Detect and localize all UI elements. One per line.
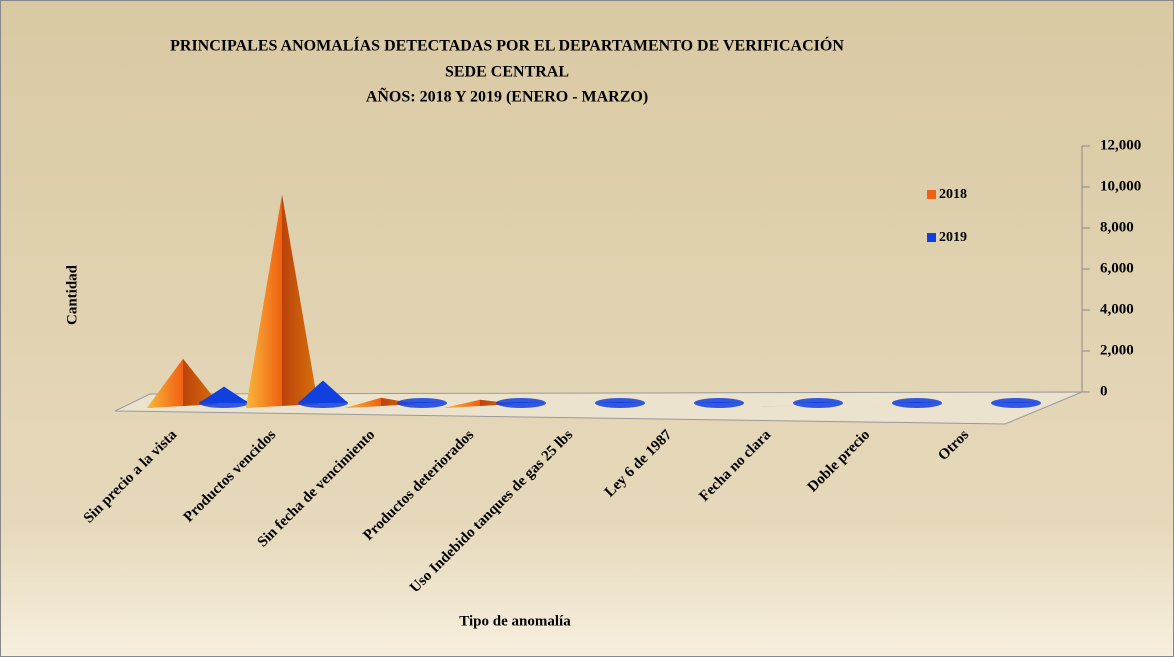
y-tick-label: 6,000 bbox=[1100, 260, 1134, 276]
legend-label: 2019 bbox=[939, 230, 967, 245]
y-axis-label: Cantidad bbox=[64, 264, 80, 325]
legend-label: 2018 bbox=[939, 187, 967, 202]
pyramid-shade bbox=[345, 397, 417, 408]
pyramid-shade bbox=[939, 404, 1011, 408]
cone bbox=[793, 401, 843, 403]
y-tick-label: 8,000 bbox=[1100, 219, 1134, 235]
pyramid-shade bbox=[840, 404, 912, 408]
chart-subtitle: AÑOS: 2018 Y 2019 (ENERO - MARZO) bbox=[366, 87, 648, 106]
cone bbox=[991, 401, 1041, 403]
cone bbox=[595, 401, 645, 403]
cone bbox=[892, 401, 942, 403]
chart-subtitle: SEDE CENTRAL bbox=[445, 64, 569, 81]
pyramid-shade bbox=[543, 404, 615, 408]
pyramid-shade bbox=[246, 194, 318, 408]
y-tick-label: 2,000 bbox=[1100, 342, 1134, 358]
pyramid-shade bbox=[147, 358, 219, 408]
cone bbox=[397, 401, 447, 403]
cone bbox=[694, 401, 744, 403]
cone bbox=[298, 380, 348, 403]
y-tick-label: 0 bbox=[1100, 383, 1108, 399]
y-tick-label: 4,000 bbox=[1100, 301, 1134, 317]
cone bbox=[496, 401, 546, 403]
y-tick-label: 12,000 bbox=[1100, 137, 1141, 153]
cone bbox=[199, 386, 249, 403]
y-tick-label: 10,000 bbox=[1100, 178, 1141, 194]
floor bbox=[114, 391, 1083, 425]
pyramid-shade bbox=[642, 404, 714, 408]
chart-title: PRINCIPALES ANOMALÍAS DETECTADAS POR EL … bbox=[170, 36, 844, 55]
x-axis-label: Tipo de anomalía bbox=[459, 613, 571, 629]
legend-swatch bbox=[927, 190, 936, 199]
legend-swatch bbox=[927, 233, 936, 242]
pyramid-shade bbox=[444, 399, 516, 408]
pyramid-shade bbox=[741, 404, 813, 408]
